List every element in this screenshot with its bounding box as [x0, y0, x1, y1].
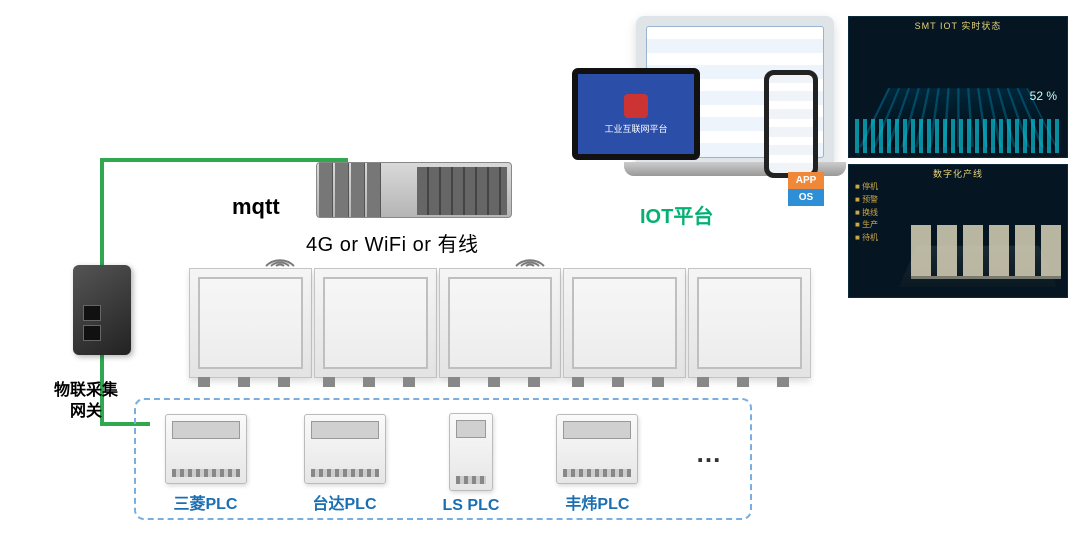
phone-icon — [764, 70, 818, 178]
connection-label: 4G or WiFi or 有线 — [306, 228, 478, 257]
dashboard-realtime: SMT IOT 实时状态 52 % — [848, 16, 1068, 158]
plc-panel: 三菱PLC 台达PLC LS PLC 丰炜PLC … — [134, 398, 752, 520]
app-os-badge: APP OS — [788, 172, 824, 206]
dashboard-digital-line: 数字化产线 停机预警换线生产待机 — [848, 164, 1068, 298]
dashboard-legend: 停机预警换线生产待机 — [855, 181, 903, 245]
dashboard-title: SMT IOT 实时状态 — [849, 17, 1067, 34]
badge-app: APP — [788, 172, 824, 189]
mqtt-label: mqtt — [232, 194, 280, 220]
iot-platform-cluster: 工业互联网平台 APP OS — [572, 12, 834, 222]
iot-gateway: 物联采集 网关 — [73, 265, 131, 423]
plc-label: 台达PLC — [304, 490, 386, 514]
dashboard-percent: 52 % — [1030, 89, 1057, 103]
plc-label: LS PLC — [443, 497, 500, 515]
connector-to-server — [100, 158, 348, 162]
plc-label: 丰炜PLC — [556, 490, 638, 514]
plc-item: 三菱PLC — [165, 414, 247, 514]
machine-unit — [439, 268, 562, 378]
dashboard-title: 数字化产线 — [849, 165, 1067, 182]
production-line — [188, 258, 812, 378]
gateway-device-icon — [73, 265, 131, 355]
machine-unit — [688, 268, 811, 378]
server-rack — [316, 162, 512, 218]
plc-item: 台达PLC — [304, 414, 386, 514]
iot-platform-label: IOT平台 — [640, 200, 713, 229]
plc-more-icon: … — [695, 438, 721, 469]
plc-label: 三菱PLC — [165, 490, 247, 514]
plc-item: LS PLC — [443, 413, 500, 515]
tablet-icon: 工业互联网平台 — [572, 68, 700, 160]
machine-unit — [314, 268, 437, 378]
machine-unit — [563, 268, 686, 378]
machine-unit — [189, 268, 312, 378]
badge-os: OS — [788, 189, 824, 206]
tablet-caption: 工业互联网平台 — [604, 122, 667, 135]
plc-item: 丰炜PLC — [556, 414, 638, 514]
gateway-label: 物联采集 网关 — [41, 381, 131, 423]
